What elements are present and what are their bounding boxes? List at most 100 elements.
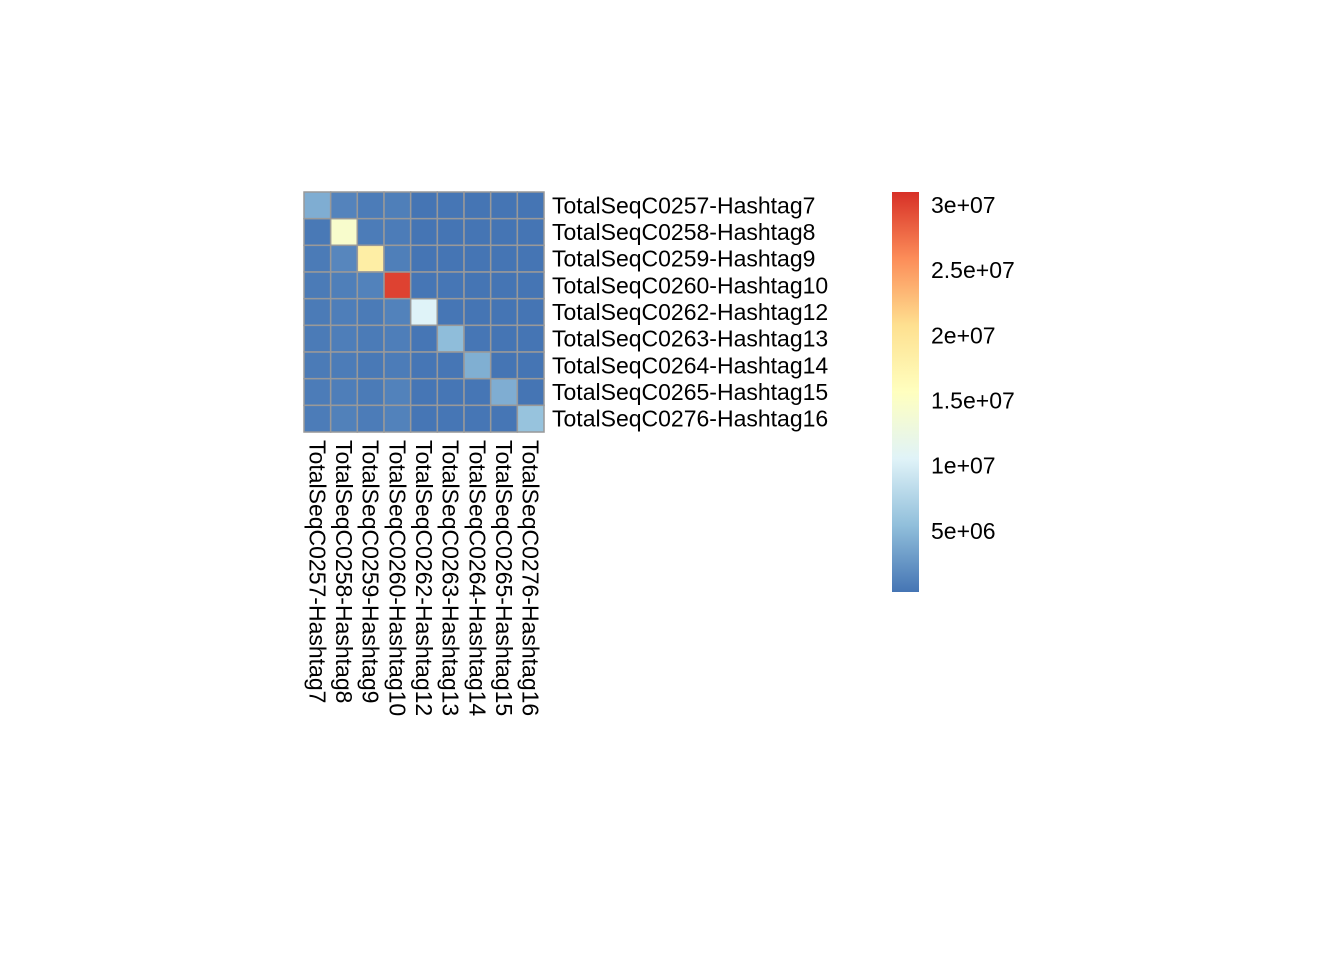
colorbar-tick-label: 2.5e+07 <box>931 257 1015 283</box>
row-label: TotalSeqC0265-Hashtag15 <box>552 379 828 405</box>
heatmap-cell <box>329 297 359 327</box>
heatmap-cell <box>303 297 332 327</box>
column-label: TotalSeqC0263-Hashtag13 <box>438 440 464 716</box>
heatmap-cell <box>409 404 439 433</box>
row-labels: TotalSeqC0257-Hashtag7TotalSeqC0258-Hash… <box>552 192 828 431</box>
row-label: TotalSeqC0263-Hashtag13 <box>552 326 828 352</box>
heatmap-cell <box>383 324 412 353</box>
heatmap-cell <box>356 351 385 380</box>
heatmap-cell <box>516 217 545 247</box>
row-label: TotalSeqC0259-Hashtag9 <box>552 246 815 272</box>
row-label: TotalSeqC0260-Hashtag10 <box>552 272 828 298</box>
heatmap-cell <box>436 351 465 380</box>
heatmap-cell <box>329 191 359 220</box>
row-label: TotalSeqC0258-Hashtag8 <box>552 219 815 245</box>
heatmap-cell <box>489 297 519 327</box>
heatmap-cell <box>356 324 385 353</box>
heatmap-cell <box>436 297 465 327</box>
heatmap-cell <box>489 404 519 433</box>
heatmap-cell <box>489 351 519 380</box>
heatmap-cell <box>516 271 545 300</box>
heatmap-cell <box>329 217 359 247</box>
heatmap-cell <box>489 271 519 300</box>
heatmap-cell <box>383 377 412 407</box>
heatmap-cell <box>303 351 332 380</box>
colorbar-tick-label: 1e+07 <box>931 453 996 479</box>
heatmap-cell <box>489 324 519 353</box>
column-label: TotalSeqC0259-Hashtag9 <box>358 440 384 703</box>
row-label: TotalSeqC0276-Hashtag16 <box>552 406 828 432</box>
heatmap-cell <box>383 271 412 300</box>
heatmap-cell <box>463 351 492 380</box>
heatmap-cell <box>383 217 412 247</box>
heatmap-cell <box>303 191 332 220</box>
row-label: TotalSeqC0257-Hashtag7 <box>552 192 815 218</box>
heatmap-cell <box>409 324 439 353</box>
heatmap-cell <box>436 217 465 247</box>
column-label: TotalSeqC0258-Hashtag8 <box>331 440 357 703</box>
heatmap-cell <box>409 377 439 407</box>
heatmap-cell <box>516 191 545 220</box>
heatmap-cell <box>516 377 545 407</box>
colorbar-legend: 5e+06 1e+07 1.5e+07 2e+07 2.5e+07 3e+07 <box>892 192 1015 592</box>
heatmap-cell <box>489 244 519 273</box>
heatmap-cell <box>329 404 359 433</box>
heatmap-cell <box>303 324 332 353</box>
heatmap-cell <box>436 191 465 220</box>
heatmap-cell <box>489 191 519 220</box>
heatmap-cell <box>356 217 385 247</box>
row-label: TotalSeqC0264-Hashtag14 <box>552 352 828 378</box>
heatmap-cell <box>463 297 492 327</box>
heatmap-cell <box>409 351 439 380</box>
heatmap-cells <box>303 191 545 433</box>
column-label: TotalSeqC0265-Hashtag15 <box>491 440 517 716</box>
heatmap-cell <box>409 244 439 273</box>
colorbar-gradient <box>892 192 919 592</box>
heatmap-cell <box>436 324 465 353</box>
colorbar-tick-label: 2e+07 <box>931 322 996 348</box>
heatmap-cell <box>436 271 465 300</box>
heatmap-cell <box>356 297 385 327</box>
column-label: TotalSeqC0257-Hashtag7 <box>304 440 330 703</box>
colorbar-tick-label: 1.5e+07 <box>931 387 1015 413</box>
heatmap-cell <box>463 217 492 247</box>
heatmap-cell <box>516 297 545 327</box>
colorbar-tick-label: 3e+07 <box>931 192 996 218</box>
heatmap-cell <box>463 404 492 433</box>
heatmap-cell <box>436 377 465 407</box>
heatmap-cell <box>409 217 439 247</box>
heatmap-cell <box>303 271 332 300</box>
heatmap-cell <box>463 377 492 407</box>
column-label: TotalSeqC0260-Hashtag10 <box>384 440 410 716</box>
heatmap-cell <box>303 404 332 433</box>
heatmap-cell <box>383 244 412 273</box>
heatmap-cell <box>516 324 545 353</box>
heatmap-cell <box>303 377 332 407</box>
heatmap-cell <box>383 351 412 380</box>
heatmap-cell <box>329 271 359 300</box>
heatmap-cell <box>383 404 412 433</box>
column-label: TotalSeqC0276-Hashtag16 <box>518 440 544 716</box>
heatmap-cell <box>356 191 385 220</box>
heatmap-cell <box>516 404 545 433</box>
heatmap-cell <box>489 377 519 407</box>
heatmap-cell <box>383 191 412 220</box>
heatmap-cell <box>303 244 332 273</box>
heatmap-cell <box>356 244 385 273</box>
column-label: TotalSeqC0264-Hashtag14 <box>464 440 490 716</box>
heatmap-cell <box>383 297 412 327</box>
heatmap-cell <box>329 244 359 273</box>
heatmap-cell <box>516 351 545 380</box>
heatmap-cell <box>463 191 492 220</box>
heatmap-cell <box>436 244 465 273</box>
heatmap-cell <box>356 271 385 300</box>
heatmap-cell <box>409 297 439 327</box>
column-label: TotalSeqC0262-Hashtag12 <box>411 440 437 716</box>
colorbar-tick-label: 5e+06 <box>931 518 996 544</box>
heatmap-cell <box>436 404 465 433</box>
row-label: TotalSeqC0262-Hashtag12 <box>552 299 828 325</box>
heatmap-cell <box>463 271 492 300</box>
heatmap-cell <box>356 377 385 407</box>
heatmap-cell <box>356 404 385 433</box>
